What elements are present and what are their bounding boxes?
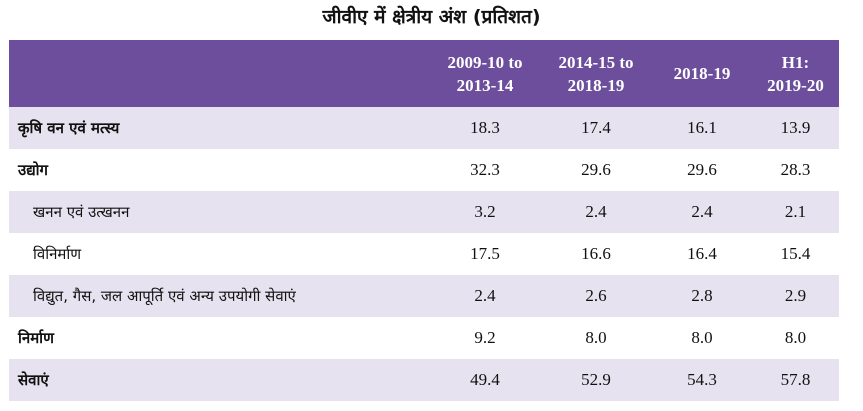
cell-value: 49.4 [470,370,500,389]
cell-value: 2.4 [585,202,607,221]
cell-value: 16.6 [581,244,611,263]
cell-value: 29.6 [581,160,611,179]
cell-value: 28.3 [780,160,811,179]
cell-value: 52.9 [581,370,611,389]
cell-value: 17.5 [470,244,500,263]
header-line: 2018-19 [673,64,731,83]
cell-value: 2.4 [691,202,713,221]
cell-value: 16.1 [687,118,717,137]
cell-value: 57.8 [780,370,811,389]
table-row: विद्युत, गैस, जल आपूर्ति एवं अन्य उपयोगी… [9,275,839,317]
row-label: निर्माण [18,329,54,347]
header-line: 2014-15 to [558,52,634,72]
header-line: 2018-19 [567,75,625,95]
cell-value: 2.9 [784,286,807,305]
cell-value: 2.8 [691,286,713,305]
cell-value: 8.0 [784,328,807,347]
cell-value: 32.3 [470,160,500,179]
cell-value: 2.4 [474,286,496,305]
header-row: 2009-10 to 2013-14 2014-15 to 2018-19 2018… [9,40,839,107]
row-label: उद्योग [18,161,49,179]
cell-value: 2.1 [784,202,807,221]
cell-value: 16.4 [687,244,717,263]
cell-value: 8.0 [691,328,713,347]
cell-value: 8.0 [585,328,607,347]
cell-value: 3.2 [474,202,496,221]
cell-value: 13.9 [780,118,811,137]
cell-value: 9.2 [474,328,496,347]
header-line: 2009-10 to [447,52,523,72]
cell-value: 17.4 [581,118,611,137]
cell-value: 29.6 [687,160,717,179]
header-cell-label [9,40,430,107]
cell-value: 15.4 [780,244,811,263]
table-row: विनिर्माण 17.5 16.6 16.4 15.4 [9,233,839,275]
header-line: 2013-14 [456,75,514,95]
header-line: H1: [781,52,810,72]
row-label: सेवाएं [18,371,49,389]
table-row: सेवाएं 49.4 52.9 54.3 57.8 [9,359,839,401]
header-cell-period-4: H1: 2019-20 [752,40,839,107]
table-row: उद्योग 32.3 29.6 29.6 28.3 [9,149,839,191]
header-cell-period-2: 2014-15 to 2018-19 [540,40,652,107]
table-row: कृषि वन एवं मत्स्य 18.3 17.4 16.1 13.9 [9,107,839,149]
header-cell-period-1: 2009-10 to 2013-14 [430,40,540,107]
row-label: विनिर्माण [33,245,82,263]
row-label: विद्युत, गैस, जल आपूर्ति एवं अन्य उपयोगी… [33,287,296,305]
cell-value: 54.3 [687,370,717,389]
row-label: खनन एवं उत्खनन [33,203,130,221]
sector-share-table: 2009-10 to 2013-14 2014-15 to 2018-19 2018… [9,40,839,401]
table-row: निर्माण 9.2 8.0 8.0 8.0 [9,317,839,359]
cell-value: 2.6 [585,286,607,305]
cell-value: 18.3 [470,118,500,137]
header-line: 2019-20 [767,75,824,95]
table-row: खनन एवं उत्खनन 3.2 2.4 2.4 2.1 [9,191,839,233]
header-cell-period-3: 2018-19 [652,40,752,107]
table-title: जीवीए में क्षेत्रीय अंश (प्रतिशत) [322,6,541,28]
row-label: कृषि वन एवं मत्स्य [18,119,120,137]
